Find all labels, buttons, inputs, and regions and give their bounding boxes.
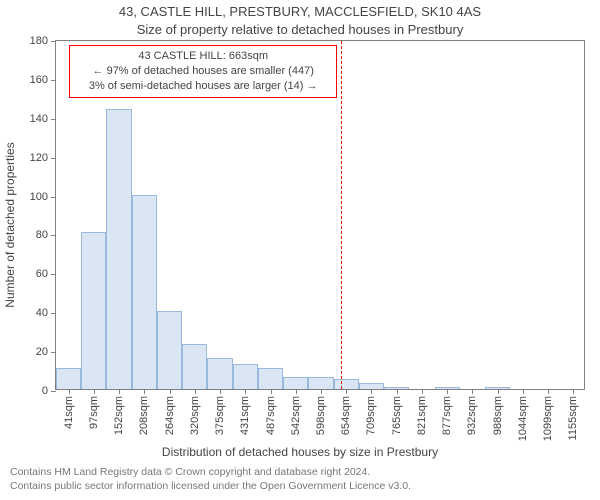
- y-axis-label: Number of detached properties: [3, 142, 17, 307]
- y-tick-label: 40: [36, 307, 48, 319]
- x-tick-line: [144, 389, 145, 394]
- x-tick-line: [346, 389, 347, 394]
- y-tick-line: [51, 391, 56, 392]
- x-tick-label: 431sqm: [239, 396, 251, 435]
- histogram-bar: [81, 232, 106, 390]
- x-tick-label: 208sqm: [138, 396, 150, 435]
- y-tick-label: 100: [30, 191, 48, 203]
- x-tick-line: [397, 389, 398, 394]
- histogram-bar: [56, 368, 81, 389]
- plot-area: 02040608010012014016018041sqm97sqm152sqm…: [55, 40, 585, 390]
- chart-title-sub: Size of property relative to detached ho…: [0, 22, 600, 37]
- x-tick-label: 877sqm: [441, 396, 453, 435]
- y-tick-label: 180: [30, 35, 48, 47]
- chart-title-main: 43, CASTLE HILL, PRESTBURY, MACCLESFIELD…: [0, 4, 600, 19]
- histogram-bar: [207, 358, 232, 389]
- x-tick-line: [447, 389, 448, 394]
- x-tick-label: 375sqm: [214, 396, 226, 435]
- highlight-marker-line: [341, 41, 342, 389]
- y-tick-line: [51, 41, 56, 42]
- y-tick-label: 0: [42, 385, 48, 397]
- x-tick-label: 97sqm: [88, 396, 100, 429]
- y-tick-line: [51, 274, 56, 275]
- y-tick-line: [51, 197, 56, 198]
- annotation-line: 3% of semi-detached houses are larger (1…: [76, 79, 330, 94]
- x-tick-label: 821sqm: [416, 396, 428, 435]
- y-tick-label: 20: [36, 346, 48, 358]
- x-tick-line: [296, 389, 297, 394]
- annotation-line: 43 CASTLE HILL: 663sqm: [76, 49, 330, 64]
- histogram-bar: [132, 195, 157, 389]
- x-tick-label: 152sqm: [113, 396, 125, 435]
- footer-line-2: Contains public sector information licen…: [10, 480, 411, 494]
- y-tick-line: [51, 313, 56, 314]
- x-tick-line: [170, 389, 171, 394]
- x-tick-label: 542sqm: [290, 396, 302, 435]
- y-tick-label: 140: [30, 113, 48, 125]
- y-tick-line: [51, 158, 56, 159]
- x-tick-label: 765sqm: [391, 396, 403, 435]
- histogram-bar: [157, 311, 182, 389]
- y-tick-label: 120: [30, 152, 48, 164]
- x-tick-label: 932sqm: [466, 396, 478, 435]
- x-tick-line: [271, 389, 272, 394]
- x-tick-label: 264sqm: [164, 396, 176, 435]
- y-tick-label: 60: [36, 268, 48, 280]
- x-tick-line: [69, 389, 70, 394]
- x-tick-label: 41sqm: [63, 396, 75, 429]
- histogram-bar: [182, 344, 207, 389]
- x-tick-label: 1155sqm: [567, 396, 579, 440]
- x-tick-line: [548, 389, 549, 394]
- y-tick-label: 80: [36, 229, 48, 241]
- y-tick-line: [51, 119, 56, 120]
- x-tick-line: [94, 389, 95, 394]
- x-tick-label: 709sqm: [365, 396, 377, 435]
- x-tick-label: 487sqm: [265, 396, 277, 435]
- histogram-bar: [308, 377, 333, 389]
- x-tick-line: [523, 389, 524, 394]
- x-tick-line: [119, 389, 120, 394]
- x-tick-line: [245, 389, 246, 394]
- x-tick-label: 598sqm: [315, 396, 327, 435]
- x-tick-label: 320sqm: [189, 396, 201, 435]
- y-tick-line: [51, 235, 56, 236]
- x-tick-label: 1044sqm: [517, 396, 529, 441]
- histogram-bar: [258, 368, 283, 389]
- histogram-bar: [233, 364, 258, 389]
- x-tick-line: [498, 389, 499, 394]
- histogram-bar: [106, 109, 131, 389]
- x-tick-line: [195, 389, 196, 394]
- y-tick-label: 160: [30, 74, 48, 86]
- x-tick-line: [220, 389, 221, 394]
- histogram-bar: [283, 377, 308, 389]
- x-tick-label: 988sqm: [492, 396, 504, 435]
- x-tick-line: [472, 389, 473, 394]
- histogram-bar: [334, 379, 359, 389]
- annotation-line: ← 97% of detached houses are smaller (44…: [76, 64, 330, 79]
- y-tick-line: [51, 352, 56, 353]
- x-tick-line: [573, 389, 574, 394]
- x-tick-label: 654sqm: [340, 396, 352, 435]
- annotation-box: 43 CASTLE HILL: 663sqm← 97% of detached …: [69, 45, 337, 98]
- footer-line-1: Contains HM Land Registry data © Crown c…: [10, 466, 370, 480]
- x-axis-label: Distribution of detached houses by size …: [0, 445, 600, 459]
- x-tick-line: [321, 389, 322, 394]
- x-tick-line: [371, 389, 372, 394]
- y-tick-line: [51, 80, 56, 81]
- x-tick-line: [422, 389, 423, 394]
- x-tick-label: 1099sqm: [542, 396, 554, 441]
